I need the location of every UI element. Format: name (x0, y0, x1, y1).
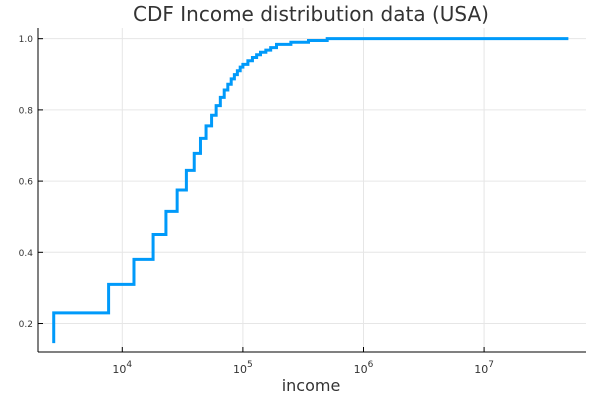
cdf-step-line (52, 37, 569, 344)
x-tick-label: 105 (233, 360, 253, 376)
x-tick-label: 107 (474, 360, 494, 376)
axes-layer (37, 28, 586, 353)
chart-title: CDF Income distribution data (USA) (133, 2, 489, 26)
x-tick-label: 104 (112, 360, 132, 376)
series-layer (52, 37, 569, 344)
x-tick-label: 106 (354, 360, 374, 376)
y-tick-label: 0.6 (19, 178, 34, 188)
x-axis-label: income (282, 376, 341, 395)
y-tick-label: 0.4 (19, 249, 34, 259)
y-tick-label: 1.0 (19, 35, 34, 45)
ticks-layer: 104 105 106 107 0.2 0.4 0.6 0.8 1.0 (19, 35, 494, 376)
y-tick-label: 0.8 (19, 106, 34, 116)
y-tick-label: 0.2 (19, 320, 33, 330)
